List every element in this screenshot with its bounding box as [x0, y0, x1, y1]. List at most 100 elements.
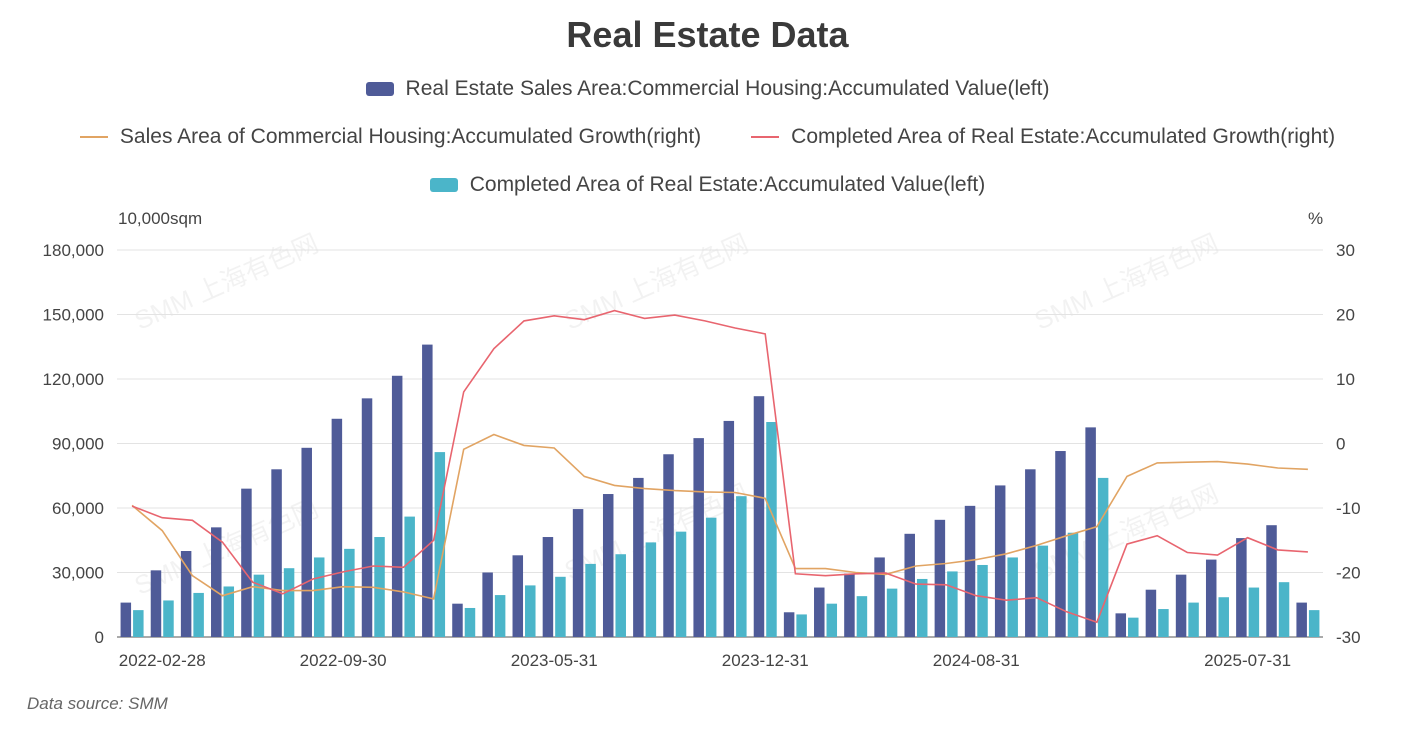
bar-completed-area [555, 576, 566, 637]
bar-completed-area [1188, 602, 1199, 637]
bar-sales-area [361, 398, 373, 637]
bar-sales-area [1236, 538, 1247, 637]
x-axis-tick-label: 2023-12-31 [722, 651, 809, 670]
right-axis-unit: % [1308, 209, 1324, 228]
legend-item-sales-area-growth[interactable]: Sales Area of Commercial Housing:Accumul… [79, 125, 702, 149]
bar-completed-area [163, 600, 174, 637]
x-axis-tick-label: 2025-07-31 [1204, 651, 1291, 670]
bar-sales-area [693, 438, 704, 637]
bar-completed-area [886, 588, 898, 637]
watermark-text: SMM 上海有色网 [130, 228, 323, 336]
left-axis-tick-label: 180,000 [43, 241, 104, 260]
bar-sales-area [783, 612, 795, 637]
bar-completed-area [675, 531, 687, 637]
bar-sales-area [663, 454, 674, 637]
bar-sales-area [1085, 427, 1096, 637]
bar-sales-area [422, 344, 433, 637]
left-axis-tick-label: 30,000 [52, 564, 104, 583]
bar-sales-area [723, 420, 735, 637]
bar-completed-area [856, 596, 868, 637]
x-axis-tick-label: 2024-08-31 [933, 651, 1020, 670]
bar-sales-area [512, 555, 524, 637]
x-axis-tick-label: 2022-09-30 [300, 651, 387, 670]
bar-completed-area [464, 607, 476, 637]
bar-sales-area [120, 602, 132, 637]
bar-sales-area [1266, 525, 1277, 637]
right-axis-tick-label: -30 [1336, 628, 1361, 647]
right-axis-tick-label: 10 [1336, 370, 1355, 389]
right-axis-tick-label: -10 [1336, 499, 1361, 518]
bar-sales-area [452, 603, 463, 637]
chart-title: Real Estate Data [566, 14, 849, 55]
bar-sales-area [482, 572, 493, 637]
bar-completed-area [1158, 609, 1169, 637]
right-axis-tick-label: 30 [1336, 241, 1355, 260]
line-completed-area-growth [131, 309, 1308, 624]
bar-sales-area [211, 527, 222, 637]
bar-sales-area [271, 469, 282, 637]
bar-sales-area [1025, 469, 1036, 637]
bar-sales-area [1115, 613, 1127, 637]
line-sales-area-growth [131, 433, 1308, 600]
bar-sales-area [1145, 589, 1157, 637]
bar-completed-area [253, 574, 265, 637]
legend-row-3: Completed Area of Real Estate:Accumulate… [0, 173, 1415, 197]
bar-completed-area [766, 422, 777, 637]
bar-sales-area [180, 551, 192, 637]
bar-completed-area [615, 554, 626, 637]
bar-completed-area [916, 578, 928, 637]
legend-row-1: Real Estate Sales Area:Commercial Housin… [0, 77, 1415, 101]
bar-completed-area [1248, 587, 1260, 637]
bar-sales-area [241, 488, 252, 637]
legend-item-sales-area-value[interactable]: Real Estate Sales Area:Commercial Housin… [365, 77, 1050, 101]
x-axis-tick-label: 2022-02-28 [119, 651, 206, 670]
bar-completed-area [1278, 582, 1290, 637]
bar-completed-area [1308, 610, 1320, 637]
bar-completed-area [705, 517, 717, 637]
bar-completed-area [736, 496, 747, 637]
legend-label-completed-area-growth: Completed Area of Real Estate:Accumulate… [791, 125, 1336, 148]
bar-sales-area [814, 587, 825, 637]
bar-sales-area [1055, 451, 1066, 637]
bar-sales-area [904, 533, 915, 637]
bar-completed-area [1007, 557, 1018, 637]
right-axis-tick-label: -20 [1336, 564, 1361, 583]
bar-completed-area [525, 585, 536, 637]
bar-completed-area [404, 516, 415, 637]
left-axis-tick-label: 150,000 [43, 306, 104, 325]
legend-swatch-bar-dark-blue [365, 82, 394, 96]
right-axis-tick-label: 0 [1336, 435, 1345, 454]
legend-label-sales-area-value: Real Estate Sales Area:Commercial Housin… [405, 77, 1050, 100]
legend-item-completed-area-growth[interactable]: Completed Area of Real Estate:Accumulate… [751, 125, 1335, 149]
bar-completed-area [1037, 545, 1049, 637]
bar-sales-area [1205, 559, 1217, 637]
bar-completed-area [947, 571, 958, 637]
x-axis-tick-label: 2023-05-31 [511, 651, 598, 670]
left-axis-tick-label: 120,000 [43, 370, 104, 389]
bar-sales-area [301, 447, 312, 637]
legend-label-sales-area-growth: Sales Area of Commercial Housing:Accumul… [119, 125, 702, 148]
left-axis-tick-label: 90,000 [52, 435, 104, 454]
left-axis-tick-label: 60,000 [52, 499, 104, 518]
bar-sales-area [874, 557, 885, 637]
legend-swatch-line-orange [79, 136, 108, 138]
left-axis-tick-label: 0 [95, 628, 104, 647]
legend-row-2: Sales Area of Commercial Housing:Accumul… [0, 125, 1415, 149]
bar-sales-area [633, 477, 644, 637]
bar-sales-area [1175, 574, 1187, 637]
bar-sales-area [994, 485, 1006, 637]
bar-completed-area [1067, 532, 1079, 637]
bar-completed-area [374, 537, 385, 637]
legend-swatch-line-red [751, 136, 780, 138]
bar-completed-area [133, 610, 144, 637]
right-axis-tick-label: 20 [1336, 306, 1355, 325]
bar-sales-area [844, 573, 855, 637]
legend-item-completed-area-value[interactable]: Completed Area of Real Estate:Accumulate… [429, 173, 985, 197]
bar-completed-area [344, 548, 355, 637]
watermark-text: SMM 上海有色网 [1030, 228, 1223, 336]
bar-sales-area [150, 570, 162, 637]
bar-completed-area [1097, 477, 1109, 637]
bar-completed-area [826, 603, 838, 637]
bar-completed-area [1128, 617, 1139, 637]
